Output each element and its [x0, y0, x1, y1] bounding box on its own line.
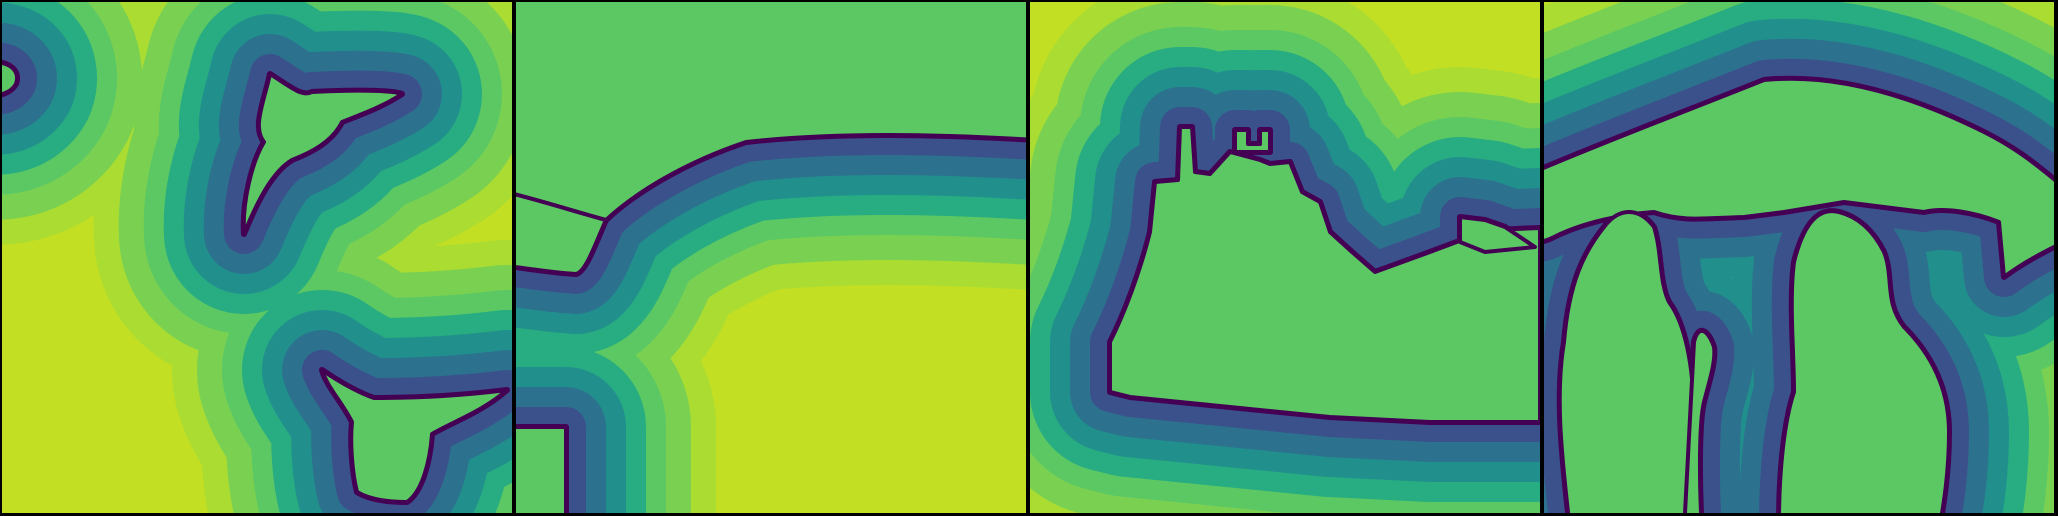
distance-map-horizon	[516, 2, 1026, 513]
lower-left-object-shape	[516, 425, 568, 513]
ship-bow-shape	[1458, 215, 1537, 254]
left-object-shape	[516, 192, 608, 276]
ship-mast-shape	[1233, 128, 1272, 154]
distance-map-ship	[1030, 2, 1540, 513]
panel-horizon	[516, 2, 1026, 513]
panel-birds	[2, 2, 512, 513]
edge-blob-shape	[2, 61, 19, 97]
distance-map-umbrella	[1544, 2, 2054, 513]
ship-hull-shape	[1108, 125, 1540, 424]
panel-umbrella	[1544, 2, 2054, 513]
bird-1-shape	[241, 72, 404, 236]
panel-ship	[1030, 2, 1540, 513]
handle-shape	[1682, 328, 1717, 513]
person-2-shape	[1777, 209, 1951, 513]
bird-2-shape	[320, 368, 509, 504]
distance-map-birds	[2, 2, 512, 513]
